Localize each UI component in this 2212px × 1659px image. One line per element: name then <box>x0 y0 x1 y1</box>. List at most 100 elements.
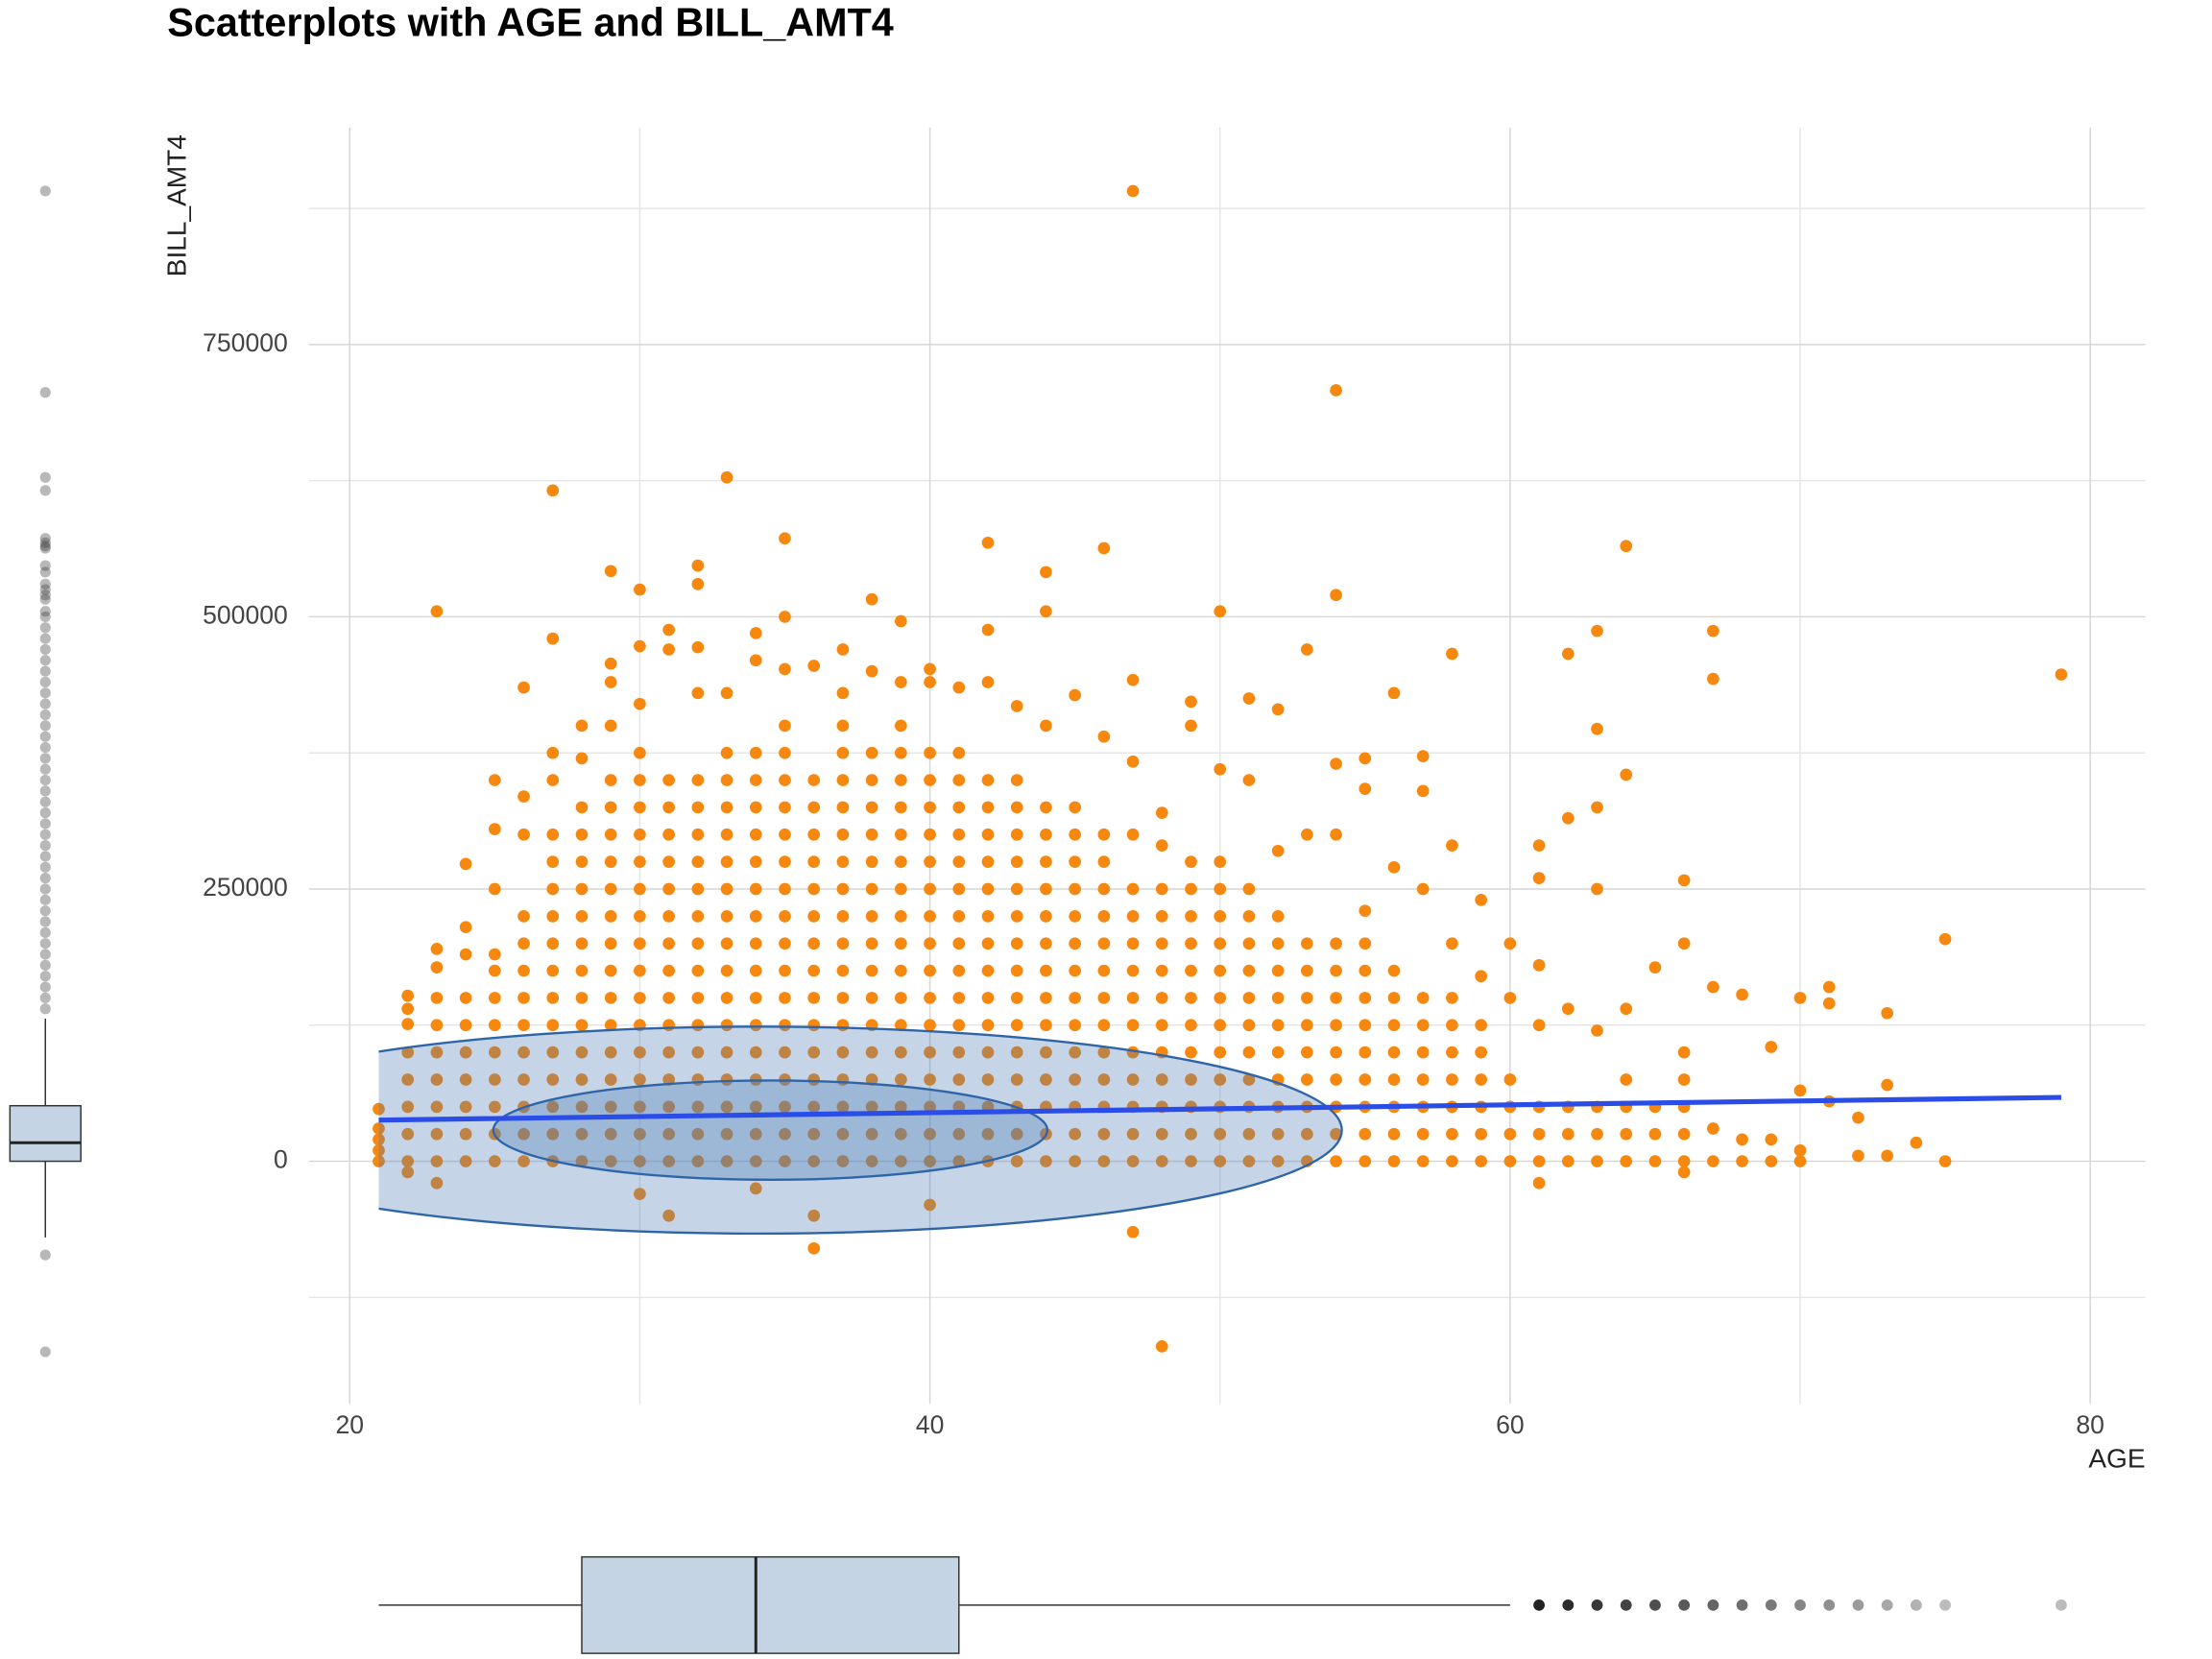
point <box>662 1209 675 1222</box>
outlier <box>39 938 51 950</box>
point <box>952 1073 966 1086</box>
point <box>691 1046 705 1059</box>
point <box>952 1046 966 1059</box>
point <box>1242 1127 1256 1141</box>
point <box>459 1100 472 1114</box>
point <box>430 1100 444 1114</box>
point <box>1126 1073 1140 1086</box>
point <box>1330 992 1342 1004</box>
point <box>1736 1155 1748 1167</box>
point <box>1069 1127 1081 1141</box>
point <box>517 909 530 923</box>
point <box>1214 855 1227 868</box>
point <box>1010 1127 1023 1141</box>
point <box>1416 1046 1430 1059</box>
point <box>1126 1127 1140 1141</box>
point <box>1707 672 1719 685</box>
point <box>1648 1155 1662 1167</box>
point <box>373 1155 385 1167</box>
point <box>981 992 995 1004</box>
point <box>1214 1127 1227 1141</box>
point <box>546 484 560 497</box>
point <box>1155 992 1168 1004</box>
chart-title: Scatterplots with AGE and BILL_AMT4 <box>167 1 894 45</box>
point <box>1214 1019 1227 1032</box>
point <box>1330 937 1342 950</box>
x-tick-label: 40 <box>916 1410 945 1439</box>
point <box>1503 937 1517 950</box>
point <box>634 909 646 923</box>
point <box>1707 1122 1719 1135</box>
point <box>924 1046 936 1059</box>
point <box>836 774 850 786</box>
outlier <box>39 796 51 807</box>
point <box>1416 992 1430 1004</box>
point <box>604 657 617 670</box>
point <box>691 937 705 950</box>
point <box>749 1127 762 1141</box>
point <box>1648 961 1662 974</box>
outlier <box>39 471 51 483</box>
point <box>1097 1155 1111 1167</box>
point <box>865 855 878 868</box>
point <box>1330 384 1342 397</box>
point <box>691 774 705 786</box>
point <box>1126 937 1140 950</box>
point <box>779 855 791 868</box>
outlier <box>39 542 51 554</box>
point <box>924 1127 936 1141</box>
point <box>895 746 907 759</box>
x-tick-label: 80 <box>2076 1410 2104 1439</box>
point <box>1040 828 1052 841</box>
point <box>924 937 936 950</box>
point <box>459 1019 472 1032</box>
point <box>488 1155 501 1167</box>
point <box>836 937 850 950</box>
point <box>1185 855 1197 868</box>
point <box>546 774 560 786</box>
point <box>575 1100 589 1114</box>
point <box>1301 964 1313 977</box>
point <box>1242 882 1256 896</box>
point <box>575 909 589 923</box>
point <box>430 1155 444 1167</box>
point <box>952 774 966 786</box>
point <box>779 909 791 923</box>
point <box>634 1073 646 1086</box>
point <box>895 909 907 923</box>
point <box>836 855 850 868</box>
point <box>749 937 762 950</box>
point <box>1620 540 1633 553</box>
point <box>952 964 966 977</box>
point <box>807 1127 821 1141</box>
point <box>1185 992 1197 1004</box>
point <box>1358 1046 1372 1059</box>
point <box>779 882 791 896</box>
point <box>807 882 821 896</box>
point <box>1330 589 1342 602</box>
point <box>981 937 995 950</box>
outlier <box>39 829 51 840</box>
outlier <box>39 709 51 721</box>
point <box>924 662 936 676</box>
point <box>1387 1155 1401 1167</box>
point <box>459 1155 472 1167</box>
point <box>981 909 995 923</box>
point <box>634 639 646 653</box>
point <box>807 1155 821 1167</box>
point <box>604 1073 617 1086</box>
point <box>981 1073 995 1086</box>
point <box>401 1002 415 1016</box>
point <box>604 882 617 896</box>
outlier <box>39 949 51 960</box>
point <box>1475 970 1488 983</box>
outlier <box>39 1346 51 1358</box>
point <box>662 992 675 1004</box>
point <box>634 697 646 710</box>
outlier <box>39 851 51 862</box>
point <box>1532 839 1546 852</box>
point <box>575 801 589 814</box>
point <box>401 1155 415 1167</box>
point <box>1040 719 1052 733</box>
point <box>807 937 821 950</box>
